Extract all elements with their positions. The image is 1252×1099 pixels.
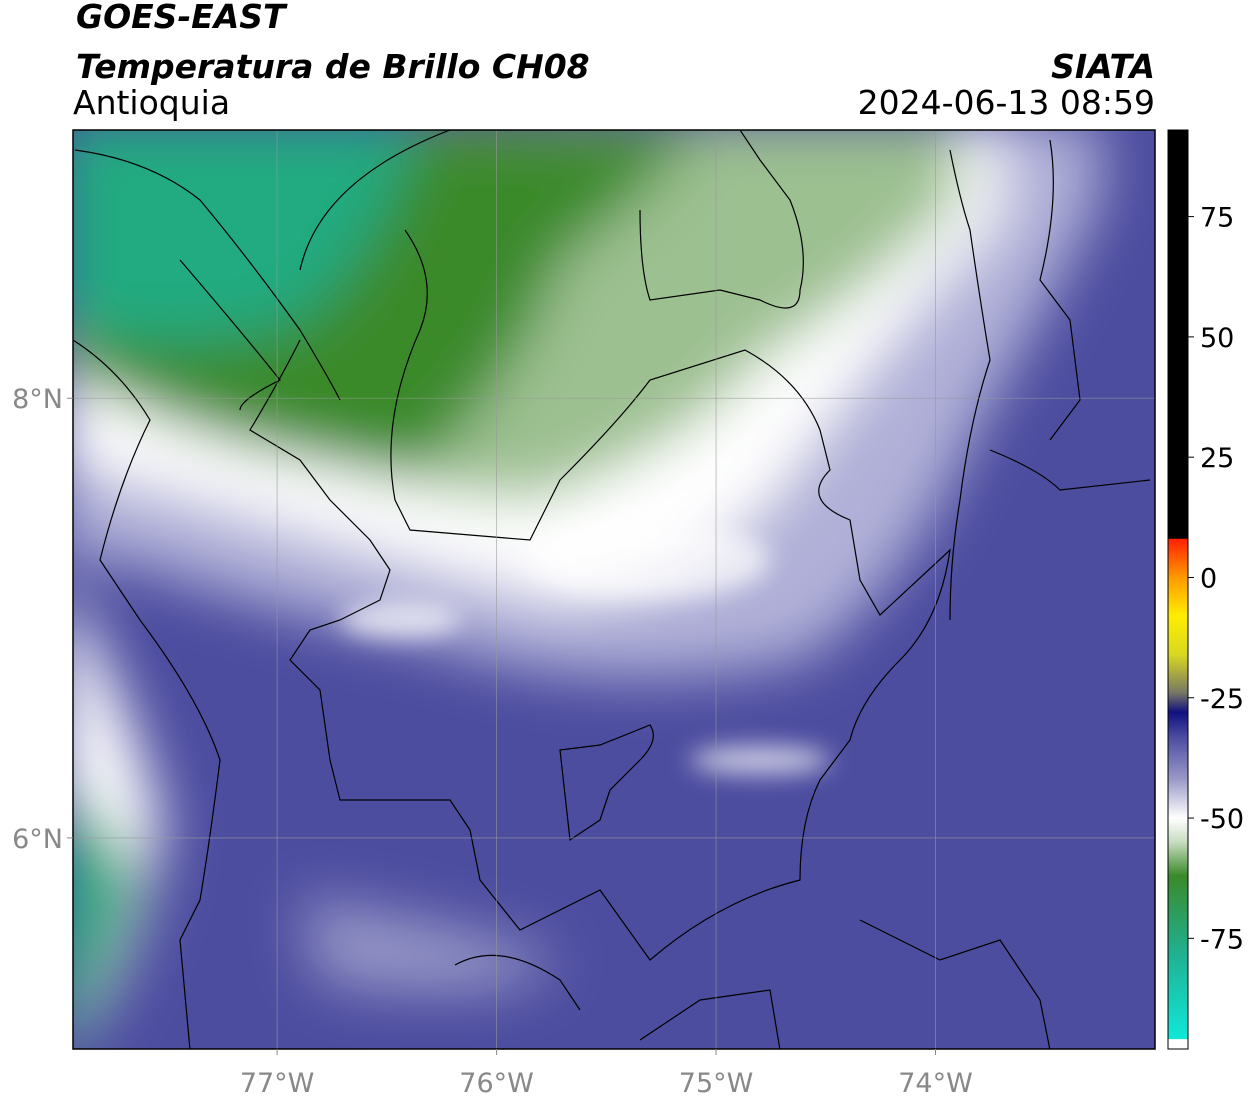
- colorbar-tick-label: 50: [1200, 323, 1234, 354]
- colorbar-tick-label: -50: [1200, 804, 1244, 835]
- satellite: GOES-EAST: [76, 0, 288, 36]
- datetime: 2024-06-13 08:59: [858, 83, 1155, 122]
- lon-tick-label: 74°W: [898, 1068, 973, 1099]
- colorbar-tick-label: -25: [1200, 684, 1244, 715]
- lon-tick-label: 75°W: [679, 1068, 754, 1099]
- colorbar-tick-label: 25: [1200, 443, 1234, 474]
- region: Antioquia: [73, 83, 230, 122]
- lat-tick-label: 8°N: [12, 384, 63, 415]
- satellite-image: [73, 130, 1155, 1049]
- lon-tick-label: 77°W: [240, 1068, 315, 1099]
- graticule: [73, 130, 1155, 1049]
- colorbar: [1167, 129, 1189, 1050]
- lon-tick-label: 76°W: [459, 1068, 534, 1099]
- agency: SIATA: [1051, 47, 1155, 86]
- colorbar-tick-label: 0: [1200, 563, 1217, 594]
- product: Temperatura de Brillo CH08: [76, 47, 590, 86]
- lat-tick-label: 6°N: [12, 824, 63, 855]
- colorbar-tick-label: -75: [1200, 924, 1244, 955]
- map-frame: [72, 129, 1156, 1050]
- colorbar-tick-label: 75: [1200, 203, 1234, 234]
